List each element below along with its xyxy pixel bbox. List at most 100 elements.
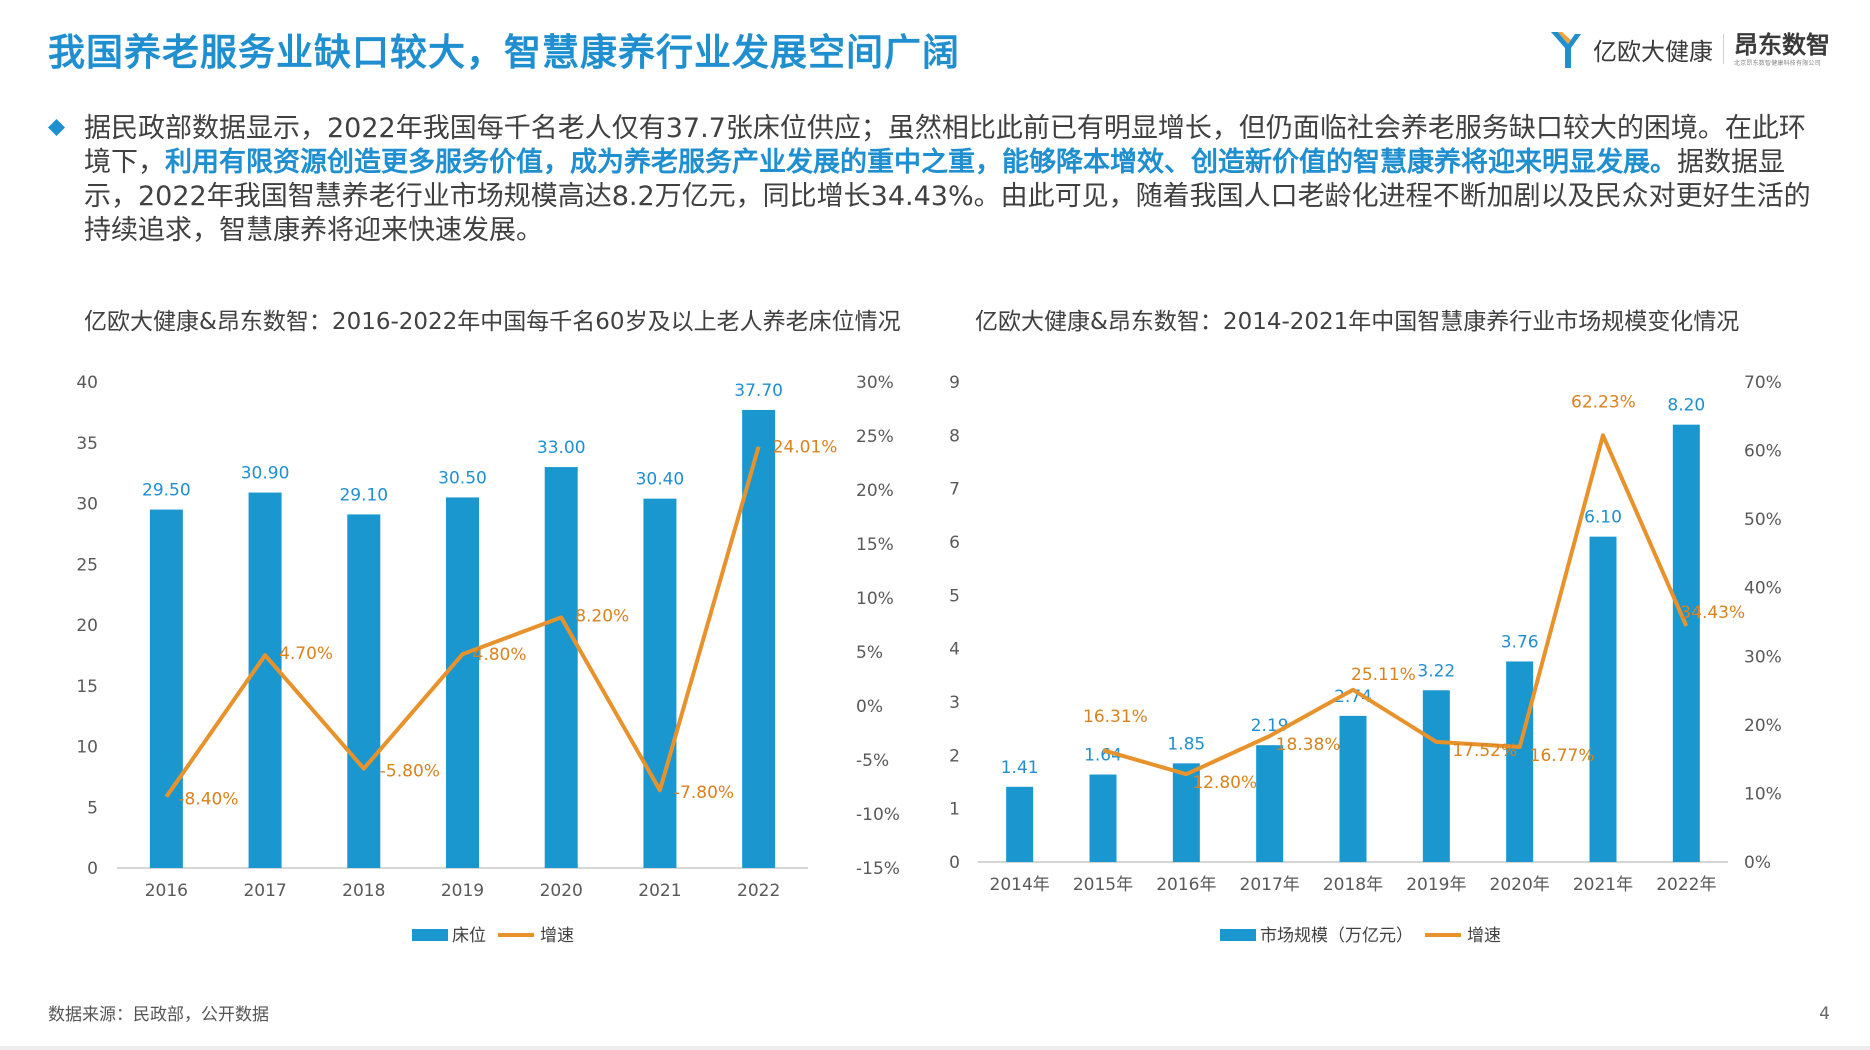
y-axis-tick-label: 1 — [949, 800, 960, 820]
bar — [1339, 715, 1367, 862]
y-axis-tick-label: 20 — [76, 616, 98, 636]
bar — [1506, 661, 1534, 862]
y-axis-tick-label: 30 — [76, 495, 98, 515]
bar — [1672, 424, 1700, 862]
x-axis-tick-label: 2021年 — [1573, 875, 1633, 895]
bar — [149, 509, 183, 868]
bar-value-label: 2.19 — [1251, 716, 1289, 736]
bar-value-label: 29.10 — [339, 485, 388, 505]
legend-bar-swatch — [412, 929, 448, 941]
y-axis-tick-label: 5 — [87, 798, 98, 818]
chart1-title: 亿欧大健康&昂东数智：2016-2022年中国每千名60岁及以上老人养老床位情况 — [84, 309, 901, 335]
x-axis-tick-label: 2016年 — [1156, 875, 1216, 895]
legend-line-label: 增速 — [1467, 926, 1501, 946]
y2-axis-tick-label: 30% — [1744, 647, 1782, 667]
x-axis-tick-label: 2017 — [243, 881, 286, 901]
y-axis-tick-label: 6 — [949, 533, 960, 553]
x-axis-tick-label: 2019年 — [1406, 875, 1466, 895]
y-axis-tick-label: 8 — [949, 426, 960, 446]
source-note: 数据来源：民政部，公开数据 — [48, 1005, 269, 1025]
logo-divider — [1723, 34, 1724, 64]
yiou-logo-icon — [1551, 32, 1581, 68]
bar — [1172, 763, 1200, 862]
diamond-bullet-icon — [48, 119, 65, 136]
x-axis-tick-label: 2019 — [441, 881, 484, 901]
bottom-rule — [0, 1046, 1870, 1050]
bar — [643, 498, 677, 868]
y2-axis-tick-label: 0% — [856, 697, 883, 717]
bar — [544, 467, 578, 868]
y2-axis-tick-label: 20% — [1744, 716, 1782, 736]
y-axis-tick-label: 10 — [76, 738, 98, 758]
intro-text-part2: 据数据显示，2022年我国智慧养老行业市场规模高达8.2万亿元，同比增长34.4… — [84, 147, 1811, 246]
bed-supply-chart: 0 5 10 15 20 25 30 35 40 -15% -10% -5% 0% 5% 10% 15% 20%… — [76, 373, 900, 946]
legend-bar-label: 床位 — [452, 926, 486, 946]
y-axis-tick-label: 0 — [87, 859, 98, 879]
chart2-title: 亿欧大健康&昂东数智：2014-2021年中国智慧康养行业市场规模变化情况 — [975, 309, 1740, 335]
bar-value-label: 30.40 — [636, 470, 685, 490]
x-axis-tick-label: 2021 — [638, 881, 681, 901]
y-axis-tick-label: 2 — [949, 746, 960, 766]
page-number: 4 — [1819, 1004, 1830, 1024]
intro-highlight: 利用有限资源创造更多服务价值，成为养老服务产业发展的重中之重，能够降本增效、创造… — [165, 147, 1677, 178]
line-value-label: 24.01% — [773, 438, 838, 458]
bar-value-label: 29.50 — [142, 481, 191, 501]
x-axis-tick-label: 2022年 — [1656, 875, 1716, 895]
y2-axis-tick-label: 5% — [856, 643, 883, 663]
intro-text-part1: 据民政部数据显示，2022年我国每千名老人仅有37.7张床位供应；虽然相比此前已… — [84, 113, 1806, 178]
logo-secondary: 昂东数智 北京昂东数智健康科技有限公司 — [1734, 32, 1830, 67]
legend-bar-swatch — [1220, 929, 1256, 941]
bar — [446, 497, 479, 868]
growth-rate-line — [1102, 433, 1689, 777]
y2-axis-tick-label: 40% — [1744, 579, 1782, 599]
y2-axis-tick-label: -15% — [856, 859, 900, 879]
bar-value-label: 30.90 — [241, 464, 290, 484]
bar — [1589, 536, 1617, 862]
bar-value-label: 30.50 — [438, 468, 487, 488]
line-value-label: 18.38% — [1276, 735, 1341, 755]
y-axis-tick-label: 35 — [76, 434, 98, 454]
x-axis-tick-label: 2014年 — [990, 875, 1050, 895]
y-axis-tick-label: 3 — [949, 693, 960, 713]
bar — [347, 514, 381, 868]
x-axis-tick-label: 2018年 — [1323, 875, 1383, 895]
logo-secondary-subtext: 北京昂东数智健康科技有限公司 — [1734, 59, 1821, 67]
bar — [1006, 786, 1034, 862]
line-value-label: 16.31% — [1083, 707, 1148, 727]
y2-axis-tick-label: 10% — [856, 589, 894, 609]
bar-value-label: 3.76 — [1501, 632, 1539, 652]
bar — [1089, 774, 1117, 862]
legend-line-label: 增速 — [540, 926, 574, 946]
y-axis-tick-label: 7 — [949, 480, 960, 500]
y-axis-tick-label: 4 — [949, 640, 960, 660]
bar-value-label: 33.00 — [537, 438, 586, 458]
intro-text: 据民政部数据显示，2022年我国每千名老人仅有37.7张床位供应；虽然相比此前已… — [84, 112, 1828, 248]
line-value-label: 25.11% — [1351, 665, 1416, 685]
y-axis-tick-label: 15 — [76, 677, 98, 697]
x-axis-tick-label: 2020 — [540, 881, 583, 901]
logo-primary-text: 亿欧大健康 — [1593, 37, 1713, 66]
y2-axis-tick-label: 25% — [856, 427, 894, 447]
legend-bar-label: 市场规模（万亿元） — [1260, 926, 1413, 946]
market-size-chart: 0 1 2 3 4 5 6 7 8 9 0% 10% 20% 30% 40% 50% 60% 70% 1.41 201… — [949, 373, 1782, 946]
bar — [1422, 690, 1450, 862]
bar-value-label: 1.41 — [1001, 758, 1039, 778]
bar-value-label: 3.22 — [1417, 661, 1455, 681]
y-axis-tick-label: 25 — [76, 555, 98, 575]
page-title: 我国养老服务业缺口较大，智慧康养行业发展空间广阔 — [48, 31, 960, 74]
line-value-label: 17.52% — [1452, 741, 1517, 761]
y2-axis-tick-label: 50% — [1744, 510, 1782, 530]
x-axis-tick-label: 2016 — [145, 881, 188, 901]
bar-value-label: 2.74 — [1334, 687, 1372, 707]
line-value-label: -8.40% — [178, 790, 238, 810]
bar-value-label: 1.64 — [1084, 746, 1122, 766]
y-axis-tick-label: 0 — [949, 853, 960, 873]
y2-axis-tick-label: -10% — [856, 805, 900, 825]
x-axis-tick-label: 2022 — [737, 881, 780, 901]
y2-axis-tick-label: 30% — [856, 373, 894, 393]
line-value-label: 8.20% — [575, 606, 629, 626]
growth-rate-line — [164, 446, 761, 798]
line-value-label: -5.80% — [380, 762, 440, 782]
x-axis-tick-label: 2020年 — [1490, 875, 1550, 895]
y-axis-tick-label: 5 — [949, 586, 960, 606]
